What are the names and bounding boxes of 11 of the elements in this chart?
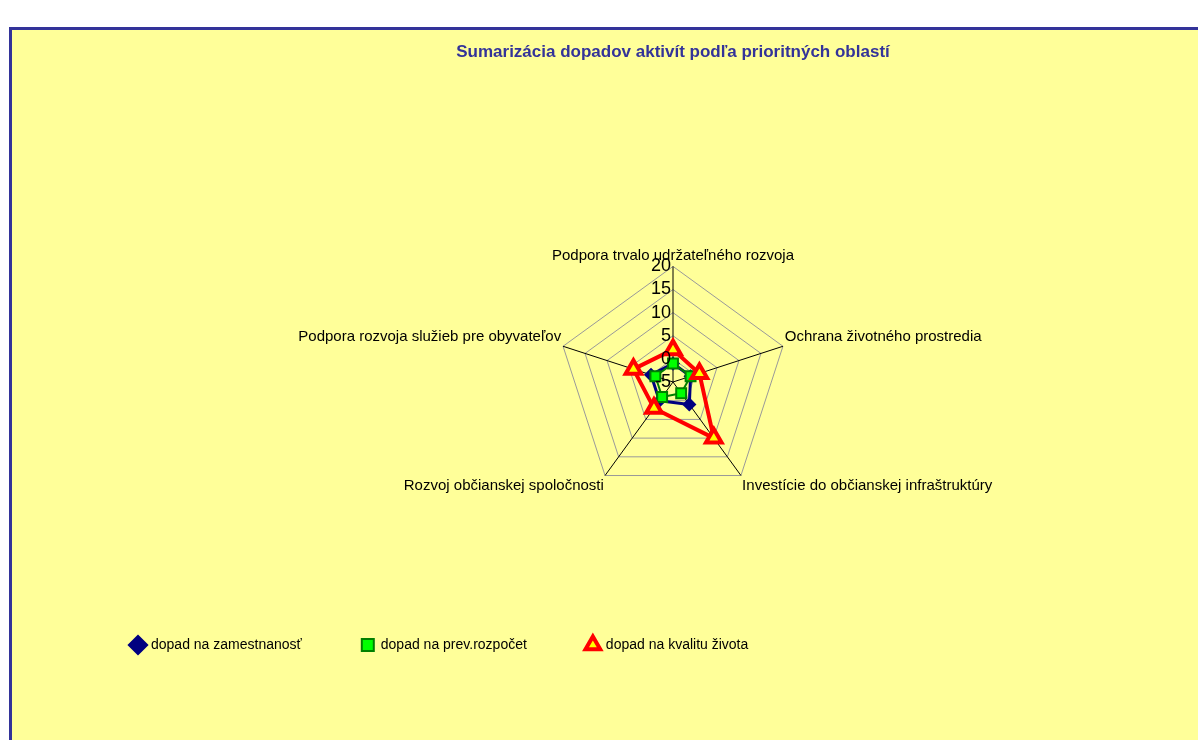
y-tick-label: 10: [650, 301, 671, 322]
spoke-label: Podpora rozvoja služieb pre obyvateľov: [298, 326, 562, 344]
spoke-label: Ochrana životného prostredia: [784, 326, 983, 344]
legend-label: dopad na kvalitu života: [605, 635, 749, 652]
y-tick-label: 5: [660, 324, 671, 345]
legend-label: dopad na zamestnanosť: [151, 635, 303, 652]
spoke-label: Rozvoj občianskej spoločnosti: [403, 476, 604, 494]
chart-title: Sumarizácia dopadov aktivít podľa prioritných oblastí: [456, 41, 892, 61]
spoke-label: Investície do občianskej infraštruktúry: [742, 476, 993, 494]
y-tick-label: 15: [650, 278, 671, 299]
legend-label: dopad na prev.rozpočet: [380, 635, 527, 652]
